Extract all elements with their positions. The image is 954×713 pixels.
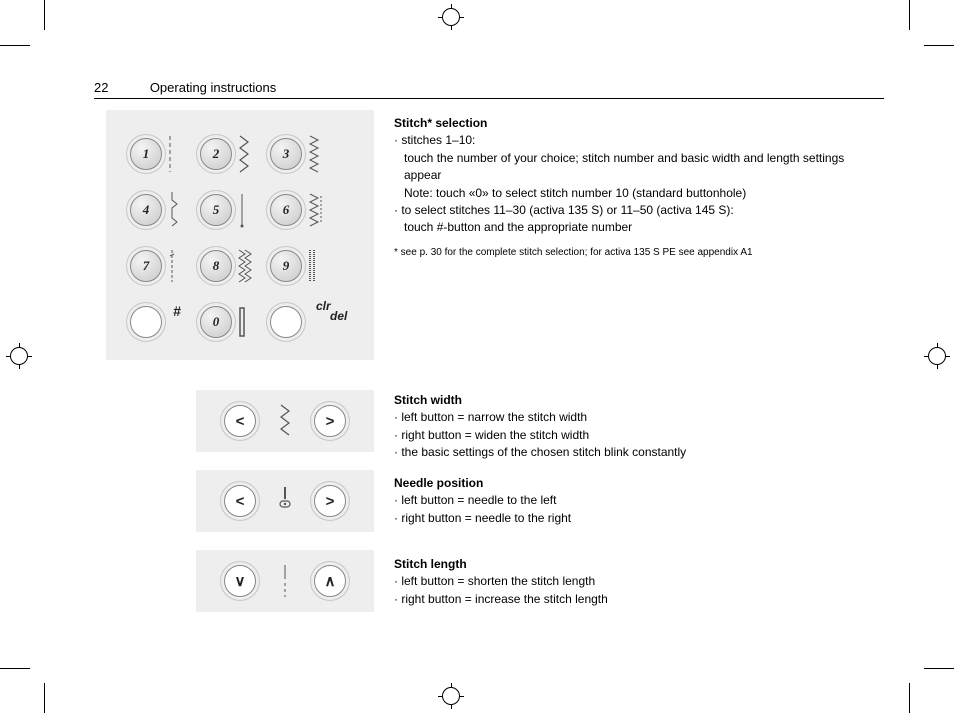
line: Note: touch «0» to select stitch number …	[394, 185, 874, 202]
key-label: 6	[283, 202, 290, 218]
width-widen-button[interactable]: >	[314, 405, 346, 437]
stitch-selection-footnote: * see p. 30 for the complete stitch sele…	[394, 246, 874, 261]
chevron-left-icon: <	[236, 413, 245, 430]
heading: Stitch width	[394, 392, 874, 409]
line: the basic settings of the chosen stitch …	[394, 444, 874, 461]
zigzag-icon	[272, 401, 298, 441]
key-hash[interactable]	[130, 306, 162, 338]
key-0[interactable]: 0	[200, 306, 232, 338]
stitch-length-icon	[272, 561, 298, 601]
heading: Needle position	[394, 475, 874, 492]
key-label: 4	[143, 202, 150, 218]
key-5[interactable]: 5	[200, 194, 232, 226]
line: left button = narrow the stitch width	[394, 409, 874, 426]
keypad-panel: 1 2 3 4 5 6 7 8	[106, 110, 374, 360]
key-7[interactable]: 7	[130, 250, 162, 282]
length-shorten-button[interactable]: ∨	[224, 565, 256, 597]
key-label: 5	[213, 202, 220, 218]
chevron-up-icon: ∧	[325, 572, 336, 590]
page-number: 22	[94, 80, 108, 95]
needle-left-button[interactable]: <	[224, 485, 256, 517]
stitch-pattern-7-icon	[167, 246, 195, 286]
key-9[interactable]: 9	[270, 250, 302, 282]
needle-position-panel: < >	[196, 470, 374, 532]
stitch-length-text: Stitch length left button = shorten the …	[394, 556, 874, 608]
header-title: Operating instructions	[150, 80, 276, 95]
stitch-pattern-3-icon	[307, 134, 335, 174]
stitch-pattern-9-icon	[307, 246, 335, 286]
key-1[interactable]: 1	[130, 138, 162, 170]
stitch-width-panel: < >	[196, 390, 374, 452]
length-increase-button[interactable]: ∧	[314, 565, 346, 597]
line: left button = shorten the stitch length	[394, 573, 874, 590]
line: right button = widen the stitch width	[394, 427, 874, 444]
needle-icon	[272, 481, 298, 521]
key-label: 2	[213, 146, 220, 162]
header-rule	[94, 98, 884, 99]
heading: Stitch length	[394, 556, 874, 573]
key-label: 9	[283, 258, 290, 274]
key-8[interactable]: 8	[200, 250, 232, 282]
key-label: 3	[283, 146, 290, 162]
width-narrow-button[interactable]: <	[224, 405, 256, 437]
line: right button = increase the stitch lengt…	[394, 591, 874, 608]
key-label: 0	[213, 314, 220, 330]
chevron-right-icon: >	[326, 413, 335, 430]
clr-label: clr	[316, 299, 331, 313]
needle-right-button[interactable]: >	[314, 485, 346, 517]
line: left button = needle to the left	[394, 492, 874, 509]
stitch-pattern-8-icon	[237, 246, 265, 286]
line: right button = needle to the right	[394, 510, 874, 527]
chevron-right-icon: >	[326, 493, 335, 510]
key-6[interactable]: 6	[270, 194, 302, 226]
chevron-left-icon: <	[236, 493, 245, 510]
line: stitches 1–10:	[394, 132, 874, 149]
stitch-pattern-5-icon	[237, 190, 265, 230]
stitch-width-text: Stitch width left button = narrow the st…	[394, 392, 874, 462]
key-label: 1	[143, 146, 150, 162]
stitch-pattern-0-icon	[237, 302, 265, 342]
heading: Stitch* selection	[394, 115, 874, 132]
key-2[interactable]: 2	[200, 138, 232, 170]
page-header: 22 Operating instructions	[94, 80, 884, 99]
line: to select stitches 11–30 (activa 135 S) …	[394, 202, 874, 219]
del-label: del	[330, 309, 347, 323]
line: touch the number of your choice; stitch …	[394, 150, 874, 185]
line: touch #-button and the appropriate numbe…	[394, 219, 874, 236]
stitch-pattern-6-icon	[307, 190, 335, 230]
hash-label: #	[173, 303, 181, 319]
stitch-pattern-4-icon	[167, 190, 195, 230]
key-label: 7	[143, 258, 150, 274]
chevron-down-icon: ∨	[235, 572, 246, 590]
stitch-selection-text: Stitch* selection stitches 1–10: touch t…	[394, 115, 874, 237]
stitch-pattern-1-icon	[167, 134, 195, 174]
key-3[interactable]: 3	[270, 138, 302, 170]
needle-position-text: Needle position left button = needle to …	[394, 475, 874, 527]
stitch-pattern-2-icon	[237, 134, 265, 174]
key-clr-del[interactable]	[270, 306, 302, 338]
key-label: 8	[213, 258, 220, 274]
key-4[interactable]: 4	[130, 194, 162, 226]
stitch-length-panel: ∨ ∧	[196, 550, 374, 612]
